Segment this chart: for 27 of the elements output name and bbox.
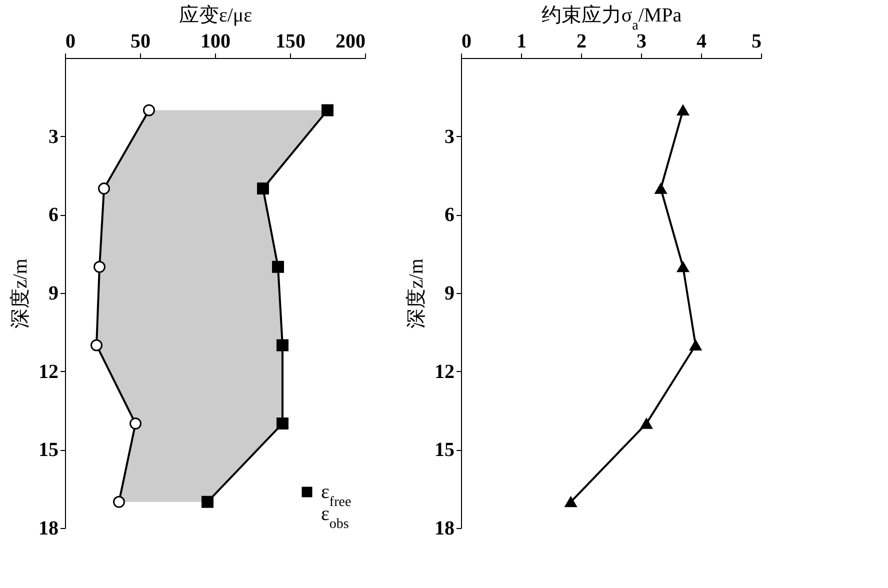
x-tick-label: 0 <box>462 30 472 52</box>
x-axis-title: 应变ε/με <box>178 4 252 26</box>
y-tick-label: 9 <box>48 282 58 304</box>
y-tick-label: 12 <box>434 360 454 383</box>
x-tick-label: 100 <box>200 30 230 52</box>
y-tick-label: 15 <box>434 439 454 462</box>
x-axis-title: 约束应力σ$_{a}$/MPa <box>541 4 682 33</box>
y-tick-label: 12 <box>38 360 58 383</box>
x-tick-label: 5 <box>752 30 762 52</box>
y-tick-label: 6 <box>48 204 58 226</box>
y-tick-label: 18 <box>38 518 58 540</box>
x-tick-label: 2 <box>576 30 586 52</box>
x-tick-label: 1 <box>516 30 526 52</box>
y-tick-label: 18 <box>434 518 454 540</box>
y-axis-title: 深度z/m <box>10 258 32 328</box>
y-tick-label: 15 <box>38 439 58 462</box>
y-tick-label: 3 <box>48 126 58 148</box>
y-tick-label: 3 <box>444 126 454 148</box>
y-axis-title: 深度z/m <box>406 258 428 328</box>
x-tick-label: 50 <box>130 30 150 52</box>
x-tick-label: 4 <box>696 30 706 52</box>
x-tick-label: 150 <box>276 30 306 52</box>
y-tick-label: 6 <box>444 204 454 226</box>
y-tick-label: 9 <box>444 282 454 304</box>
x-tick-label: 0 <box>66 30 76 52</box>
x-tick-label: 3 <box>636 30 646 52</box>
x-tick-label: 200 <box>336 30 366 52</box>
